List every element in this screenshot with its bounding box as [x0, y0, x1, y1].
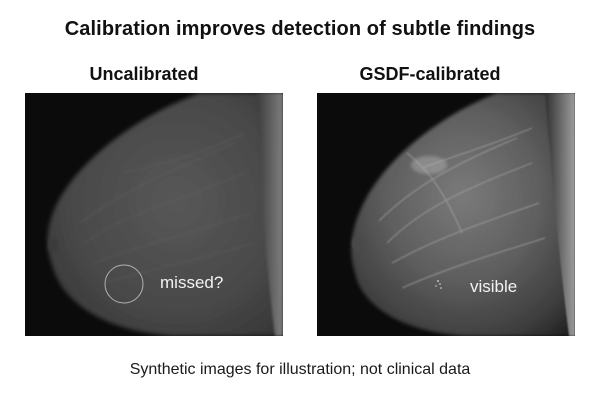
uncalibrated-mammogram-drawing — [25, 93, 283, 336]
figure-title: Calibration improves detection of subtle… — [64, 18, 536, 40]
annotation-visible: visible — [470, 277, 518, 296]
pectoral-muscle — [545, 93, 575, 336]
annotation-missed: missed? — [160, 273, 224, 292]
panel-label-calibrated: GSDF-calibrated — [359, 64, 501, 84]
calibrated-mammogram-image: visible — [317, 93, 575, 336]
microcalcification-cluster — [435, 280, 442, 289]
uncalibrated-mammogram-image: missed? — [25, 93, 283, 336]
missed-finding-circle — [104, 264, 144, 304]
figure-caption: Synthetic images for illustration; not c… — [129, 361, 471, 378]
panel-label-uncalibrated: Uncalibrated — [89, 64, 199, 84]
pectoral-muscle — [257, 93, 283, 336]
calibrated-mammogram-drawing — [317, 93, 575, 336]
breast-tissue — [47, 93, 283, 336]
